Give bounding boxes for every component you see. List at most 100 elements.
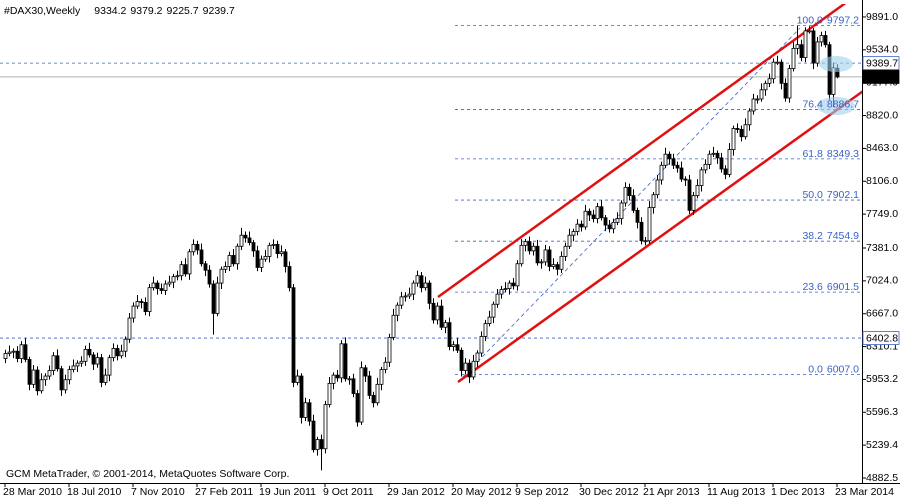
price-tag-label: 9389.7	[866, 57, 898, 69]
fib-trend-line	[457, 27, 801, 383]
candle-body	[363, 367, 368, 377]
candle-body	[695, 185, 700, 197]
price-tag	[862, 331, 900, 345]
candle-body	[703, 163, 708, 171]
candle-body	[823, 35, 828, 46]
candle-body	[135, 301, 140, 307]
channel-lower	[457, 90, 862, 384]
fib-ratio: 100.0	[797, 14, 823, 26]
candle-body	[171, 276, 176, 283]
y-tick-label: 7749.0	[866, 208, 898, 220]
candle-body	[67, 369, 72, 381]
header-ohlc: 9225.7	[167, 5, 199, 17]
candle-body	[551, 264, 556, 267]
candle-body	[463, 362, 468, 371]
candle-body	[343, 343, 348, 380]
candle-body	[455, 344, 460, 351]
candle-body	[595, 206, 600, 220]
candle-body	[431, 302, 436, 321]
highlight	[819, 56, 853, 72]
header-ohlc: 9379.2	[130, 5, 162, 17]
y-tick-label: 9891.0	[866, 11, 898, 23]
candle-body	[487, 316, 492, 324]
candle-body	[399, 296, 404, 306]
candle-body	[7, 351, 12, 354]
fib-label: 100.0 9797.2	[797, 14, 860, 26]
price-tag	[862, 70, 900, 84]
candles	[3, 25, 840, 471]
fib-ratio: 50.0	[802, 189, 823, 201]
candle-body	[87, 348, 92, 356]
candle-body	[91, 354, 96, 365]
candle-body	[647, 207, 652, 242]
candle-body	[223, 266, 228, 270]
fib-label: 50.0 7902.1	[802, 189, 859, 201]
candle-body	[447, 322, 452, 347]
candle-body	[731, 128, 736, 151]
candle-body	[443, 322, 448, 328]
x-tick-label: 21 Apr 2013	[643, 486, 700, 498]
candle-body	[155, 282, 160, 290]
candle-body	[491, 303, 496, 318]
x-tick-label: 7 Nov 2010	[131, 486, 185, 498]
candle-body	[375, 383, 380, 404]
x-tick-label: 27 Feb 2011	[195, 486, 253, 498]
fib-ratio: 23.6	[802, 281, 823, 293]
fib-price: 6007.0	[827, 363, 859, 375]
candle-body	[763, 82, 768, 91]
candle-body	[251, 242, 256, 252]
candle-body	[195, 244, 200, 251]
candle-body	[267, 244, 272, 257]
candle-body	[699, 169, 704, 186]
candle-body	[727, 149, 732, 175]
candle-body	[527, 241, 532, 252]
candle-body	[779, 61, 784, 84]
fib-price: 7902.1	[827, 189, 859, 201]
y-tick-label: 8820.0	[866, 109, 898, 121]
candle-body	[371, 394, 376, 404]
candle-body	[803, 30, 808, 58]
candle-body	[775, 61, 780, 64]
candle-body	[635, 209, 640, 223]
candle-body	[819, 35, 824, 43]
candle-body	[475, 352, 480, 362]
candle-body	[123, 338, 128, 352]
candle-body	[11, 350, 16, 353]
candle-body	[295, 375, 300, 383]
candle-body	[599, 206, 604, 219]
candle-body	[47, 370, 52, 377]
candle-body	[555, 264, 560, 270]
candle-body	[667, 153, 672, 160]
candle-body	[383, 361, 388, 371]
y-tick-label: 9534.0	[866, 44, 898, 56]
y-tick-label: 8463.0	[866, 142, 898, 154]
fib-ratio: 61.8	[802, 148, 823, 160]
candle-body	[439, 305, 444, 328]
candle-body	[79, 360, 84, 364]
fib-price: 6901.5	[827, 281, 859, 293]
copyright: GCM MetaTrader, © 2001-2014, MetaQuotes …	[6, 468, 289, 480]
candle-body	[523, 241, 528, 246]
candle-body	[55, 355, 60, 370]
candle-body	[691, 195, 696, 211]
candle-body	[675, 164, 680, 169]
price-tag-label: 6402.8	[866, 332, 898, 344]
candle-body	[403, 295, 408, 298]
candle-body	[783, 82, 788, 99]
candle-body	[23, 344, 28, 360]
candle-body	[163, 283, 168, 291]
drawing-tools	[437, 4, 862, 384]
candle-body	[535, 245, 540, 264]
candle-body	[331, 374, 336, 384]
candle-body	[199, 249, 204, 265]
candle-body	[787, 68, 792, 99]
candle-body	[567, 234, 572, 247]
fib-label: 38.2 7454.9	[802, 230, 859, 242]
candle-body	[747, 110, 752, 126]
candle-body	[227, 255, 232, 267]
candle-body	[63, 379, 68, 391]
candle-body	[423, 282, 428, 289]
candle-body	[43, 375, 48, 381]
